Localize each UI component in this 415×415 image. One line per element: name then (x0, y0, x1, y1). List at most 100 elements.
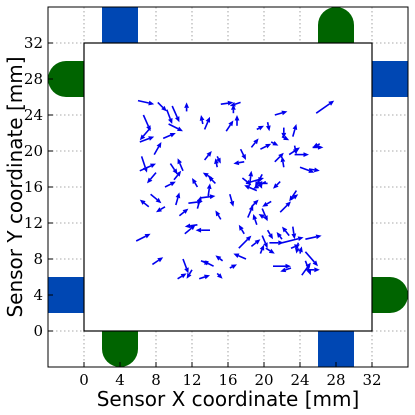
arrow-head (281, 110, 288, 116)
quiver-arrow (261, 208, 268, 222)
arrow-head (282, 226, 288, 233)
arrow-shaft (200, 195, 211, 199)
arrow-head (184, 267, 189, 274)
arrow-head (209, 194, 216, 200)
quiver-arrow (229, 193, 235, 207)
y-tick-label: 20 (24, 142, 43, 160)
arrow-head (312, 142, 319, 148)
arrow-shaft (293, 145, 297, 150)
arrow-shaft (292, 129, 296, 137)
quiver-arrow (225, 120, 234, 132)
arrow-head (199, 115, 205, 121)
arrow-shaft (308, 168, 315, 171)
quiver-arrow (139, 127, 152, 141)
arrow-shaft (203, 154, 209, 161)
arrow-head (206, 151, 212, 157)
arrow-head (177, 158, 182, 165)
arrow-head (292, 148, 298, 155)
quiver-arrow (184, 223, 198, 229)
arrow-shaft (196, 201, 201, 209)
arrow-head (253, 138, 259, 145)
arrow-head (182, 208, 189, 214)
quiver-arrow (216, 156, 221, 164)
quiver-arrow (291, 226, 297, 240)
quiver-arrow (250, 239, 261, 248)
arrow-head (195, 227, 202, 233)
quiver-arrow (266, 229, 273, 240)
arrow-shaft (207, 262, 214, 267)
green-pad-right (363, 277, 408, 313)
quiver-arrow (270, 140, 279, 146)
y-tick-label: 24 (24, 106, 43, 124)
arrow-head (292, 194, 299, 200)
arrow-head (285, 263, 291, 269)
x-tick-label: 0 (79, 371, 89, 389)
arrow-head (156, 142, 162, 148)
quiver-arrow (177, 158, 184, 172)
arrow-shaft (248, 176, 252, 186)
arrow-shaft (216, 272, 220, 276)
quiver-arrow (171, 105, 180, 123)
quiver-arrow (282, 226, 290, 237)
quiver-arrow (203, 116, 211, 130)
arrow-head (161, 105, 167, 112)
arrow-shaft (279, 235, 283, 240)
arrow-shaft (304, 260, 310, 271)
arrow-head (139, 199, 146, 205)
arrow-shaft (194, 182, 199, 188)
arrow-shaft (188, 269, 193, 275)
arrow-head (272, 140, 279, 146)
quiver-arrow (184, 102, 189, 112)
arrow-head (208, 176, 214, 182)
arrow-shaft (151, 259, 160, 266)
quiver-arrow (231, 104, 236, 114)
quiver-arrow (195, 227, 210, 233)
arrow-head (317, 145, 324, 150)
arrow-shaft (234, 101, 241, 106)
quiver-arrow (220, 100, 234, 106)
quiver-arrow (203, 151, 212, 161)
quiver-arrow (265, 122, 271, 132)
arrow-head (253, 199, 259, 206)
quiver-arrow (281, 236, 304, 244)
quiver-arrow (248, 170, 254, 186)
arrow-head (177, 126, 183, 132)
quiver-arrow (151, 257, 164, 266)
arrow-head (175, 170, 182, 177)
arrow-shaft (207, 188, 211, 197)
quiver-arrow (162, 132, 176, 140)
arrow-head (285, 201, 291, 207)
arrow-shaft (292, 226, 295, 234)
arrow-head (228, 120, 234, 127)
arrow-head (204, 274, 210, 280)
arrow-shaft (166, 109, 172, 120)
arrow-shaft (198, 276, 206, 280)
x-tick-label: 12 (182, 371, 201, 389)
arrow-shaft (239, 148, 245, 156)
arrow-shaft (261, 235, 267, 244)
arrow-shaft (305, 236, 317, 240)
arrow-head (244, 185, 251, 190)
arrow-shaft (179, 162, 184, 172)
quiver-arrow (274, 152, 284, 163)
arrow-shaft (164, 183, 172, 188)
arrow-head (245, 235, 252, 242)
arrow-shaft (238, 255, 247, 260)
arrow-head (189, 224, 196, 231)
arrow-shaft (284, 230, 290, 237)
arrow-head (276, 232, 282, 238)
quiver-arrow (214, 158, 219, 168)
arrow-head (305, 262, 311, 269)
arrow-shaft (201, 120, 204, 125)
arrow-shaft (266, 200, 272, 205)
quiver-arrow (292, 124, 298, 137)
arrow-shaft (276, 181, 281, 186)
green-pad-top (318, 7, 354, 52)
quiver-arrow (294, 242, 300, 254)
quiver-arrow (304, 260, 312, 276)
arrow-head (197, 196, 202, 202)
arrow-head (227, 100, 234, 106)
y-tick-label: 4 (33, 286, 43, 304)
arrow-shaft (274, 112, 283, 116)
